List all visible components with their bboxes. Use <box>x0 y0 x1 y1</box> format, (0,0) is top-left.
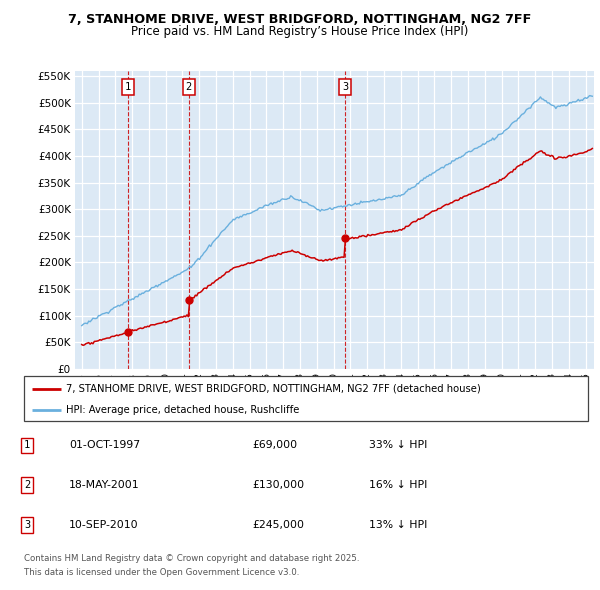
Text: £130,000: £130,000 <box>252 480 304 490</box>
Text: 16% ↓ HPI: 16% ↓ HPI <box>369 480 427 490</box>
Text: 18-MAY-2001: 18-MAY-2001 <box>69 480 140 490</box>
Text: 2: 2 <box>185 82 192 92</box>
Text: 1: 1 <box>125 82 131 92</box>
Text: 13% ↓ HPI: 13% ↓ HPI <box>369 520 427 530</box>
Text: 3: 3 <box>24 520 30 530</box>
Text: Contains HM Land Registry data © Crown copyright and database right 2025.: Contains HM Land Registry data © Crown c… <box>24 555 359 563</box>
Text: 2: 2 <box>24 480 30 490</box>
Text: 01-OCT-1997: 01-OCT-1997 <box>69 441 140 450</box>
Text: This data is licensed under the Open Government Licence v3.0.: This data is licensed under the Open Gov… <box>24 568 299 577</box>
Text: 10-SEP-2010: 10-SEP-2010 <box>69 520 139 530</box>
Text: 1: 1 <box>24 441 30 450</box>
Text: Price paid vs. HM Land Registry’s House Price Index (HPI): Price paid vs. HM Land Registry’s House … <box>131 25 469 38</box>
FancyBboxPatch shape <box>24 376 588 421</box>
Text: 3: 3 <box>342 82 349 92</box>
Text: £245,000: £245,000 <box>252 520 304 530</box>
Text: HPI: Average price, detached house, Rushcliffe: HPI: Average price, detached house, Rush… <box>66 405 299 415</box>
Text: £69,000: £69,000 <box>252 441 297 450</box>
Text: 7, STANHOME DRIVE, WEST BRIDGFORD, NOTTINGHAM, NG2 7FF (detached house): 7, STANHOME DRIVE, WEST BRIDGFORD, NOTTI… <box>66 384 481 394</box>
Text: 7, STANHOME DRIVE, WEST BRIDGFORD, NOTTINGHAM, NG2 7FF: 7, STANHOME DRIVE, WEST BRIDGFORD, NOTTI… <box>68 13 532 26</box>
Text: 33% ↓ HPI: 33% ↓ HPI <box>369 441 427 450</box>
